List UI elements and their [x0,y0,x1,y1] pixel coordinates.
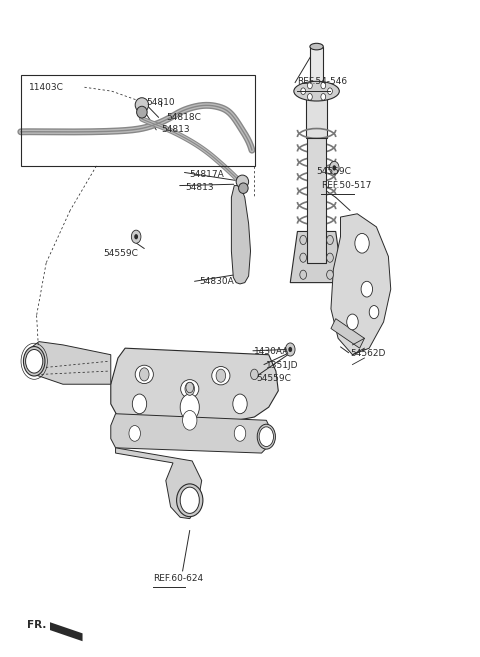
Ellipse shape [177,484,203,516]
Polygon shape [307,139,326,263]
Circle shape [288,347,292,352]
Circle shape [216,369,226,382]
Circle shape [300,235,307,244]
Circle shape [361,281,372,297]
Text: FR.: FR. [27,620,47,630]
Circle shape [321,93,325,100]
Text: 54562D: 54562D [350,349,385,358]
Circle shape [132,394,147,414]
Polygon shape [331,214,391,355]
Ellipse shape [135,98,149,112]
Text: 54818C: 54818C [166,113,201,122]
Text: REF.50-517: REF.50-517 [322,181,372,190]
Text: REF.60-624: REF.60-624 [153,574,203,583]
Polygon shape [116,448,202,518]
Circle shape [347,314,358,330]
Polygon shape [111,414,271,453]
Ellipse shape [212,367,230,385]
Ellipse shape [239,183,248,193]
Circle shape [129,426,141,442]
Text: 54559C: 54559C [104,248,138,258]
Circle shape [25,350,43,373]
Text: 54559C: 54559C [257,374,292,383]
Polygon shape [306,91,327,139]
Polygon shape [290,231,343,283]
Circle shape [369,306,379,319]
Circle shape [180,394,199,420]
Circle shape [180,487,199,513]
Polygon shape [231,185,251,284]
Circle shape [186,382,193,393]
Polygon shape [331,319,364,348]
Circle shape [300,270,307,279]
Circle shape [300,253,307,262]
Polygon shape [50,622,83,641]
Circle shape [326,253,333,262]
Text: 11403C: 11403C [29,83,64,92]
Text: REF.54-546: REF.54-546 [298,78,348,87]
Polygon shape [30,342,111,384]
Circle shape [182,411,197,430]
Ellipse shape [137,106,147,118]
Circle shape [251,369,258,380]
Circle shape [329,162,339,174]
Circle shape [259,427,274,447]
Ellipse shape [310,43,323,50]
Circle shape [308,82,312,89]
Bar [21,76,255,166]
Polygon shape [310,47,323,86]
Text: 54817A: 54817A [190,170,225,179]
Circle shape [185,382,194,396]
Ellipse shape [180,380,199,398]
Ellipse shape [236,175,249,188]
Ellipse shape [135,365,154,384]
Circle shape [234,426,246,442]
Circle shape [308,93,312,100]
Circle shape [332,166,336,171]
Circle shape [355,233,369,253]
Ellipse shape [24,346,45,376]
Circle shape [327,88,332,95]
Circle shape [326,235,333,244]
Circle shape [132,230,141,243]
Polygon shape [111,348,278,426]
Circle shape [140,368,149,381]
Text: 1351JD: 1351JD [266,361,299,370]
Circle shape [134,234,138,239]
Ellipse shape [294,81,339,101]
Text: 54559C: 54559C [317,167,351,175]
Ellipse shape [257,424,276,449]
Text: 54830A: 54830A [199,277,234,286]
Circle shape [286,343,295,356]
Text: 54813: 54813 [185,183,214,192]
Circle shape [301,88,306,95]
Circle shape [321,82,325,89]
Circle shape [326,270,333,279]
Text: 1430AA: 1430AA [254,347,290,356]
Circle shape [233,394,247,414]
Text: 54813: 54813 [161,125,190,134]
Text: 54810: 54810 [147,98,175,107]
